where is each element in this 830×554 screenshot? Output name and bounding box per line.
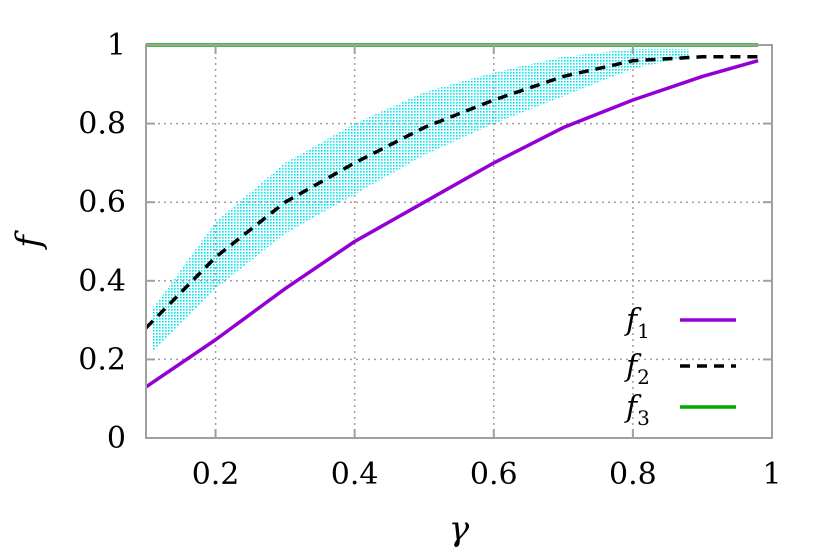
legend-label-subscript: 2 — [637, 365, 650, 389]
y-tick-label: 0.6 — [78, 185, 126, 220]
x-tick-label: 0.8 — [609, 457, 657, 492]
series-line-f2 — [144, 55, 759, 330]
x-axis-label: γ — [449, 509, 470, 549]
uncertainty-band-layer — [152, 48, 689, 352]
legend-label: f3 — [624, 390, 650, 430]
uncertainty-band — [152, 48, 689, 352]
plot-frame — [145, 44, 773, 439]
ticks: 0.2 0.4 0.6 0.8 1 0 0.2 0.4 0.6 0.8 1 — [78, 28, 781, 492]
y-tick-label: 0 — [107, 421, 126, 456]
x-tick-label: 0.2 — [192, 457, 240, 492]
y-axis-label: f — [9, 230, 49, 251]
x-tick-label: 0.4 — [331, 457, 379, 492]
y-tick-label: 1 — [107, 28, 126, 63]
x-tick-label: 0.6 — [470, 457, 518, 492]
series-line-f1 — [145, 59, 759, 389]
legend-label: f1 — [624, 303, 650, 343]
y-tick-label: 0.2 — [78, 342, 126, 377]
legend-label-subscript: 1 — [637, 319, 650, 343]
y-tick-label: 0.4 — [78, 264, 126, 299]
legend-label: f2 — [624, 349, 650, 389]
x-tick-label: 1 — [762, 457, 781, 492]
legend-label-subscript: 3 — [637, 406, 650, 430]
y-tick-label: 0.8 — [78, 107, 126, 142]
